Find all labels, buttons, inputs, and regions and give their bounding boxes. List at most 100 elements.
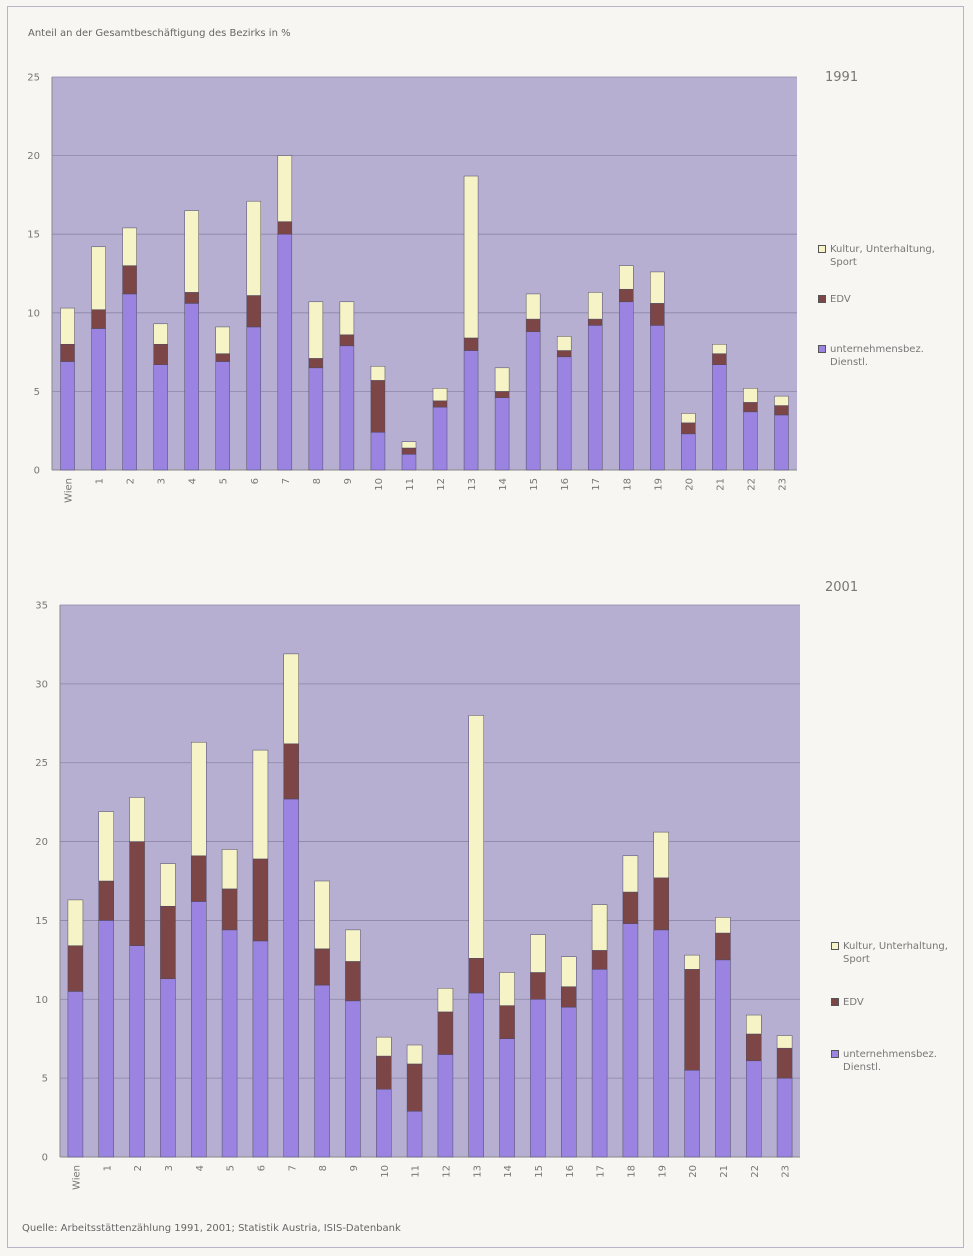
chart-2001-legend-item: unternehmensbez. Dienstl. xyxy=(831,1048,973,1074)
chart-2001-xtick-label: 16 xyxy=(565,1165,576,1178)
chart-2001-xtick-label: 2 xyxy=(133,1165,144,1171)
chart-2001-bar-edv xyxy=(406,1063,423,1112)
chart-2001-xtick-label: Wien xyxy=(71,1165,82,1190)
chart-2001-bar-kultur xyxy=(160,863,176,907)
chart-2001-bar-edv xyxy=(98,880,114,921)
chart-1991-bar-kultur xyxy=(432,388,448,402)
chart-1991-xtick-label: 2 xyxy=(126,478,137,484)
chart-2001-ytick-label: 35 xyxy=(35,601,48,612)
chart-2001-bar-unternehmensbez xyxy=(160,978,176,1158)
chart-1991-bar-kultur xyxy=(339,301,355,336)
chart-2001-bar-edv xyxy=(530,972,546,1000)
chart-1991-legend-label: Kultur, Unterhaltung, Sport xyxy=(830,244,935,268)
chart-2001-bar-kultur xyxy=(345,929,361,962)
chart-2001-year-label: 2001 xyxy=(825,580,859,595)
chart-1991-xtick-label: 13 xyxy=(467,478,478,491)
chart-2001-bar-edv xyxy=(252,858,269,942)
chart-1991-xtick-label: Wien xyxy=(64,478,75,503)
chart-1991-xtick-label: 10 xyxy=(374,478,385,491)
chart-1991-xtick-label: 23 xyxy=(777,478,788,491)
chart-1991-bar-kultur xyxy=(401,441,417,449)
chart-1991-bar-kultur xyxy=(681,413,696,424)
chart-1991-xtick-label: 18 xyxy=(622,478,633,491)
chart-2001-bar-unternehmensbez xyxy=(406,1111,423,1158)
chart-2001-legend-label: Kultur, Unterhaltung, Sport xyxy=(843,941,948,965)
chart-2001-bar-kultur xyxy=(98,811,114,882)
chart-2001-bar-unternehmensbez xyxy=(746,1060,762,1158)
chart-2001-bar-edv xyxy=(191,855,207,902)
chart-2001-bar-edv xyxy=(684,969,700,1071)
chart-2001-xtick-label: 21 xyxy=(719,1165,730,1178)
chart-1991-xtick-label: 17 xyxy=(591,478,602,491)
chart-1991-ytick-label: 5 xyxy=(34,387,40,398)
chart-2001-xtick-label: 4 xyxy=(195,1165,206,1171)
chart-2001-bar-edv xyxy=(715,932,731,961)
chart-1991-bar-kultur xyxy=(494,367,510,392)
chart-2001-xtick-label: 7 xyxy=(287,1165,298,1171)
chart-2001-bar-kultur xyxy=(653,831,669,879)
chart-2001-plot-area xyxy=(60,605,800,1157)
chart-1991-bar-kultur xyxy=(712,343,727,354)
chart-2001-bar-kultur xyxy=(499,972,515,1006)
chart-2001-bar-edv xyxy=(314,948,330,986)
chart-1991-xtick-label: 20 xyxy=(684,478,695,491)
chart-2001-legend-swatch xyxy=(831,942,839,950)
chart-1991-plot-area xyxy=(52,77,797,470)
chart-2001-xtick-label: 17 xyxy=(596,1165,607,1178)
chart-1991-legend-swatch xyxy=(818,295,826,303)
chart-2001-bar-kultur xyxy=(376,1036,392,1057)
chart-1991-bar-kultur xyxy=(556,336,572,351)
chart-2001-legend-label: unternehmensbez. Dienstl. xyxy=(843,1049,937,1073)
chart-2001-xtick-label: 18 xyxy=(626,1165,637,1178)
chart-2001-bar-edv xyxy=(653,877,669,931)
chart-2001-xtick-label: 15 xyxy=(534,1165,545,1178)
chart-2001-legend-item: Kultur, Unterhaltung, Sport xyxy=(831,940,973,966)
chart-2001-bar-unternehmensbez xyxy=(715,959,731,1158)
chart-2001-bar-unternehmensbez xyxy=(252,940,269,1158)
chart-1991-xtick-label: 9 xyxy=(343,478,354,484)
chart-2001-xtick-label: 13 xyxy=(472,1165,483,1178)
chart-2001-bar-unternehmensbez xyxy=(653,929,669,1158)
chart-2001-bar-unternehmensbez xyxy=(98,920,114,1158)
chart-2001-bar-unternehmensbez xyxy=(622,923,639,1158)
chart-1991-legend-item: EDV xyxy=(818,293,950,306)
figure-ylabel: Anteil an der Gesamtbeschäftigung des Be… xyxy=(28,28,291,39)
chart-2001-bar-edv xyxy=(499,1005,515,1039)
chart-2001-bar-unternehmensbez xyxy=(776,1077,793,1158)
chart-2001-xtick-label: 6 xyxy=(256,1165,267,1171)
chart-1991-bar-kultur xyxy=(91,246,106,310)
chart-2001-ytick-label: 10 xyxy=(35,995,48,1006)
chart-2001-bar-edv xyxy=(591,950,608,970)
chart-2001-bar-unternehmensbez xyxy=(591,969,608,1158)
chart-2001-bar-edv xyxy=(283,743,299,800)
chart-1991-bar-kultur xyxy=(587,292,603,320)
chart-2001-bar-kultur xyxy=(406,1044,423,1065)
chart-1991-legend-label: unternehmensbez. Dienstl. xyxy=(830,344,924,368)
chart-1991-xtick-label: 6 xyxy=(250,478,261,484)
chart-2001-xtick-label: 3 xyxy=(164,1165,175,1171)
chart-2001-ytick-label: 20 xyxy=(35,837,48,848)
chart-2001-legend-label: EDV xyxy=(843,997,864,1008)
chart-1991-ytick-label: 15 xyxy=(27,230,40,241)
chart-2001-bar-edv xyxy=(221,888,238,931)
chart-2001-xtick-label: 22 xyxy=(750,1165,761,1178)
chart-2001-xtick-label: 9 xyxy=(349,1165,360,1171)
chart-2001-bar-kultur xyxy=(191,741,207,857)
chart-2001-ytick-label: 0 xyxy=(42,1153,48,1164)
chart-1991-xtick-label: 3 xyxy=(157,478,168,484)
chart-1991-legend-swatch xyxy=(818,345,826,353)
chart-2001-bar-kultur xyxy=(591,904,608,951)
chart-1991-bar-kultur xyxy=(246,200,262,296)
chart-2001-bar-edv xyxy=(561,986,577,1008)
chart-2001-bar-kultur xyxy=(561,956,577,987)
chart-1991-bar-kultur xyxy=(153,323,168,345)
chart-1991-bar-kultur xyxy=(308,301,324,359)
chart-2001-bar-unternehmensbez xyxy=(499,1038,515,1158)
chart-2001-bar-edv xyxy=(437,1011,454,1055)
chart-1991-xtick-label: 15 xyxy=(529,478,540,491)
chart-2001-bar-unternehmensbez xyxy=(129,945,145,1158)
chart-1991-bar-kultur xyxy=(463,175,479,339)
chart-1991-xtick-label: 14 xyxy=(498,478,509,491)
chart-2001-legend-swatch xyxy=(831,1050,839,1058)
